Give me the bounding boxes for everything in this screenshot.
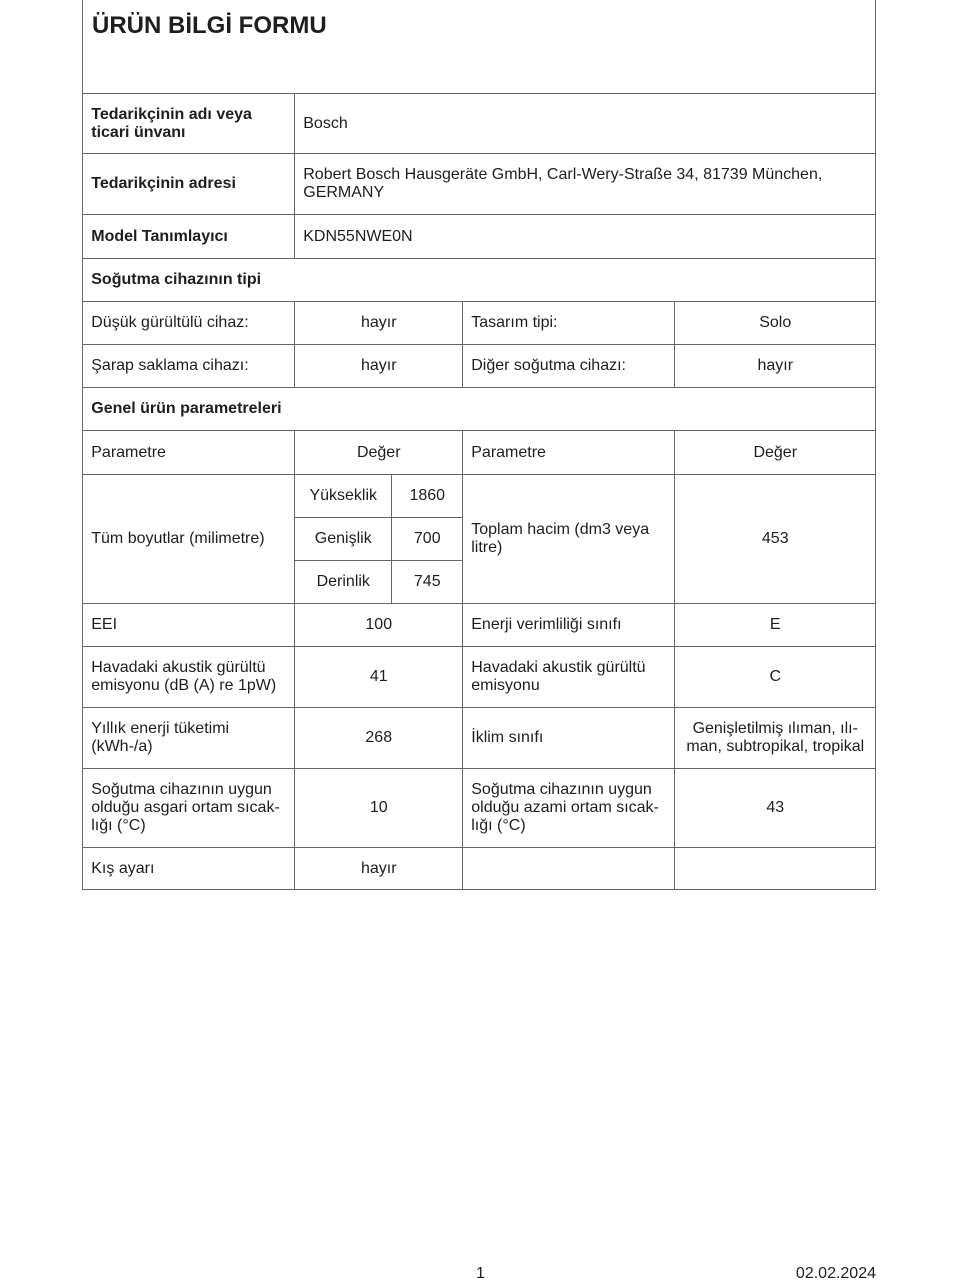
general-section: Genel ürün parametreleri bbox=[82, 387, 877, 432]
supplier-name-label: Tedarikçinin adı veya ticari ünvanı bbox=[82, 93, 296, 155]
climate: Genişletilmiş ılıman, ılı-man, subtropik… bbox=[674, 707, 877, 770]
model: KDN55NWE0N bbox=[294, 214, 877, 260]
type-section: Soğutma cihazının tipi bbox=[82, 258, 877, 303]
max-temp-label: Soğutma cihazının uygun olduğu azami ort… bbox=[462, 768, 676, 849]
other: hayır bbox=[674, 344, 877, 389]
noise-class-label: Havadaki akustik gürültü emisyonu bbox=[462, 646, 676, 709]
model-label: Model Tanımlayıcı bbox=[82, 214, 296, 260]
param-header-1: Parametre bbox=[82, 430, 296, 476]
energy-label: Yıllık enerji tüketimi (kWh-/a) bbox=[82, 707, 296, 770]
width-label: Genişlik bbox=[294, 517, 393, 562]
supplier-address: Robert Bosch Hausgeräte GmbH, Carl-Wery-… bbox=[294, 153, 877, 216]
climate-label: İklim sınıfı bbox=[462, 707, 676, 770]
volume-label: Toplam hacim (dm3 veya litre) bbox=[462, 474, 676, 605]
dims-label: Tüm boyutlar (milimetre) bbox=[82, 474, 296, 605]
noise-class: C bbox=[674, 646, 877, 709]
energy: 268 bbox=[294, 707, 464, 770]
design-label: Tasarım tipi: bbox=[462, 301, 676, 346]
wine-label: Şarap saklama cihazı: bbox=[82, 344, 296, 389]
max-temp: 43 bbox=[674, 768, 877, 849]
page-title: ÜRÜN BİLGİ FORMU bbox=[92, 12, 327, 39]
depth-value: 745 bbox=[391, 560, 464, 605]
other-label: Diğer soğutma cihazı: bbox=[462, 344, 676, 389]
design: Solo bbox=[674, 301, 877, 346]
noise-label: Havadaki akustik gürültü emisyonu (dB (A… bbox=[82, 646, 296, 709]
eei: 100 bbox=[294, 603, 464, 648]
supplier-address-label: Tedarikçinin adresi bbox=[82, 153, 296, 216]
depth-label: Derinlik bbox=[294, 560, 393, 605]
width-value: 700 bbox=[391, 517, 464, 562]
min-temp: 10 bbox=[294, 768, 464, 849]
class-label: Enerji verimliliği sınıfı bbox=[462, 603, 676, 648]
page-number: 1 bbox=[476, 1265, 485, 1282]
energy-class: E bbox=[674, 603, 877, 648]
height-value: 1860 bbox=[391, 474, 464, 519]
winter-label: Kış ayarı bbox=[82, 847, 296, 891]
low-noise: hayır bbox=[294, 301, 464, 346]
date: 02.02.2024 bbox=[795, 1265, 876, 1282]
winter: hayır bbox=[294, 847, 464, 891]
empty-cell bbox=[674, 847, 877, 891]
supplier-name: Bosch bbox=[294, 93, 877, 155]
eei-label: EEI bbox=[82, 603, 296, 648]
empty-cell bbox=[462, 847, 676, 891]
low-noise-label: Düşük gürültülü cihaz: bbox=[82, 301, 296, 346]
wine: hayır bbox=[294, 344, 464, 389]
value-header-2: Değer bbox=[674, 430, 877, 476]
height-label: Yükseklik bbox=[294, 474, 393, 519]
volume: 453 bbox=[674, 474, 877, 605]
value-header-1: Değer bbox=[294, 430, 464, 476]
noise: 41 bbox=[294, 646, 464, 709]
param-header-2: Parametre bbox=[462, 430, 676, 476]
min-temp-label: Soğutma cihazının uygun olduğu asgari or… bbox=[82, 768, 296, 849]
